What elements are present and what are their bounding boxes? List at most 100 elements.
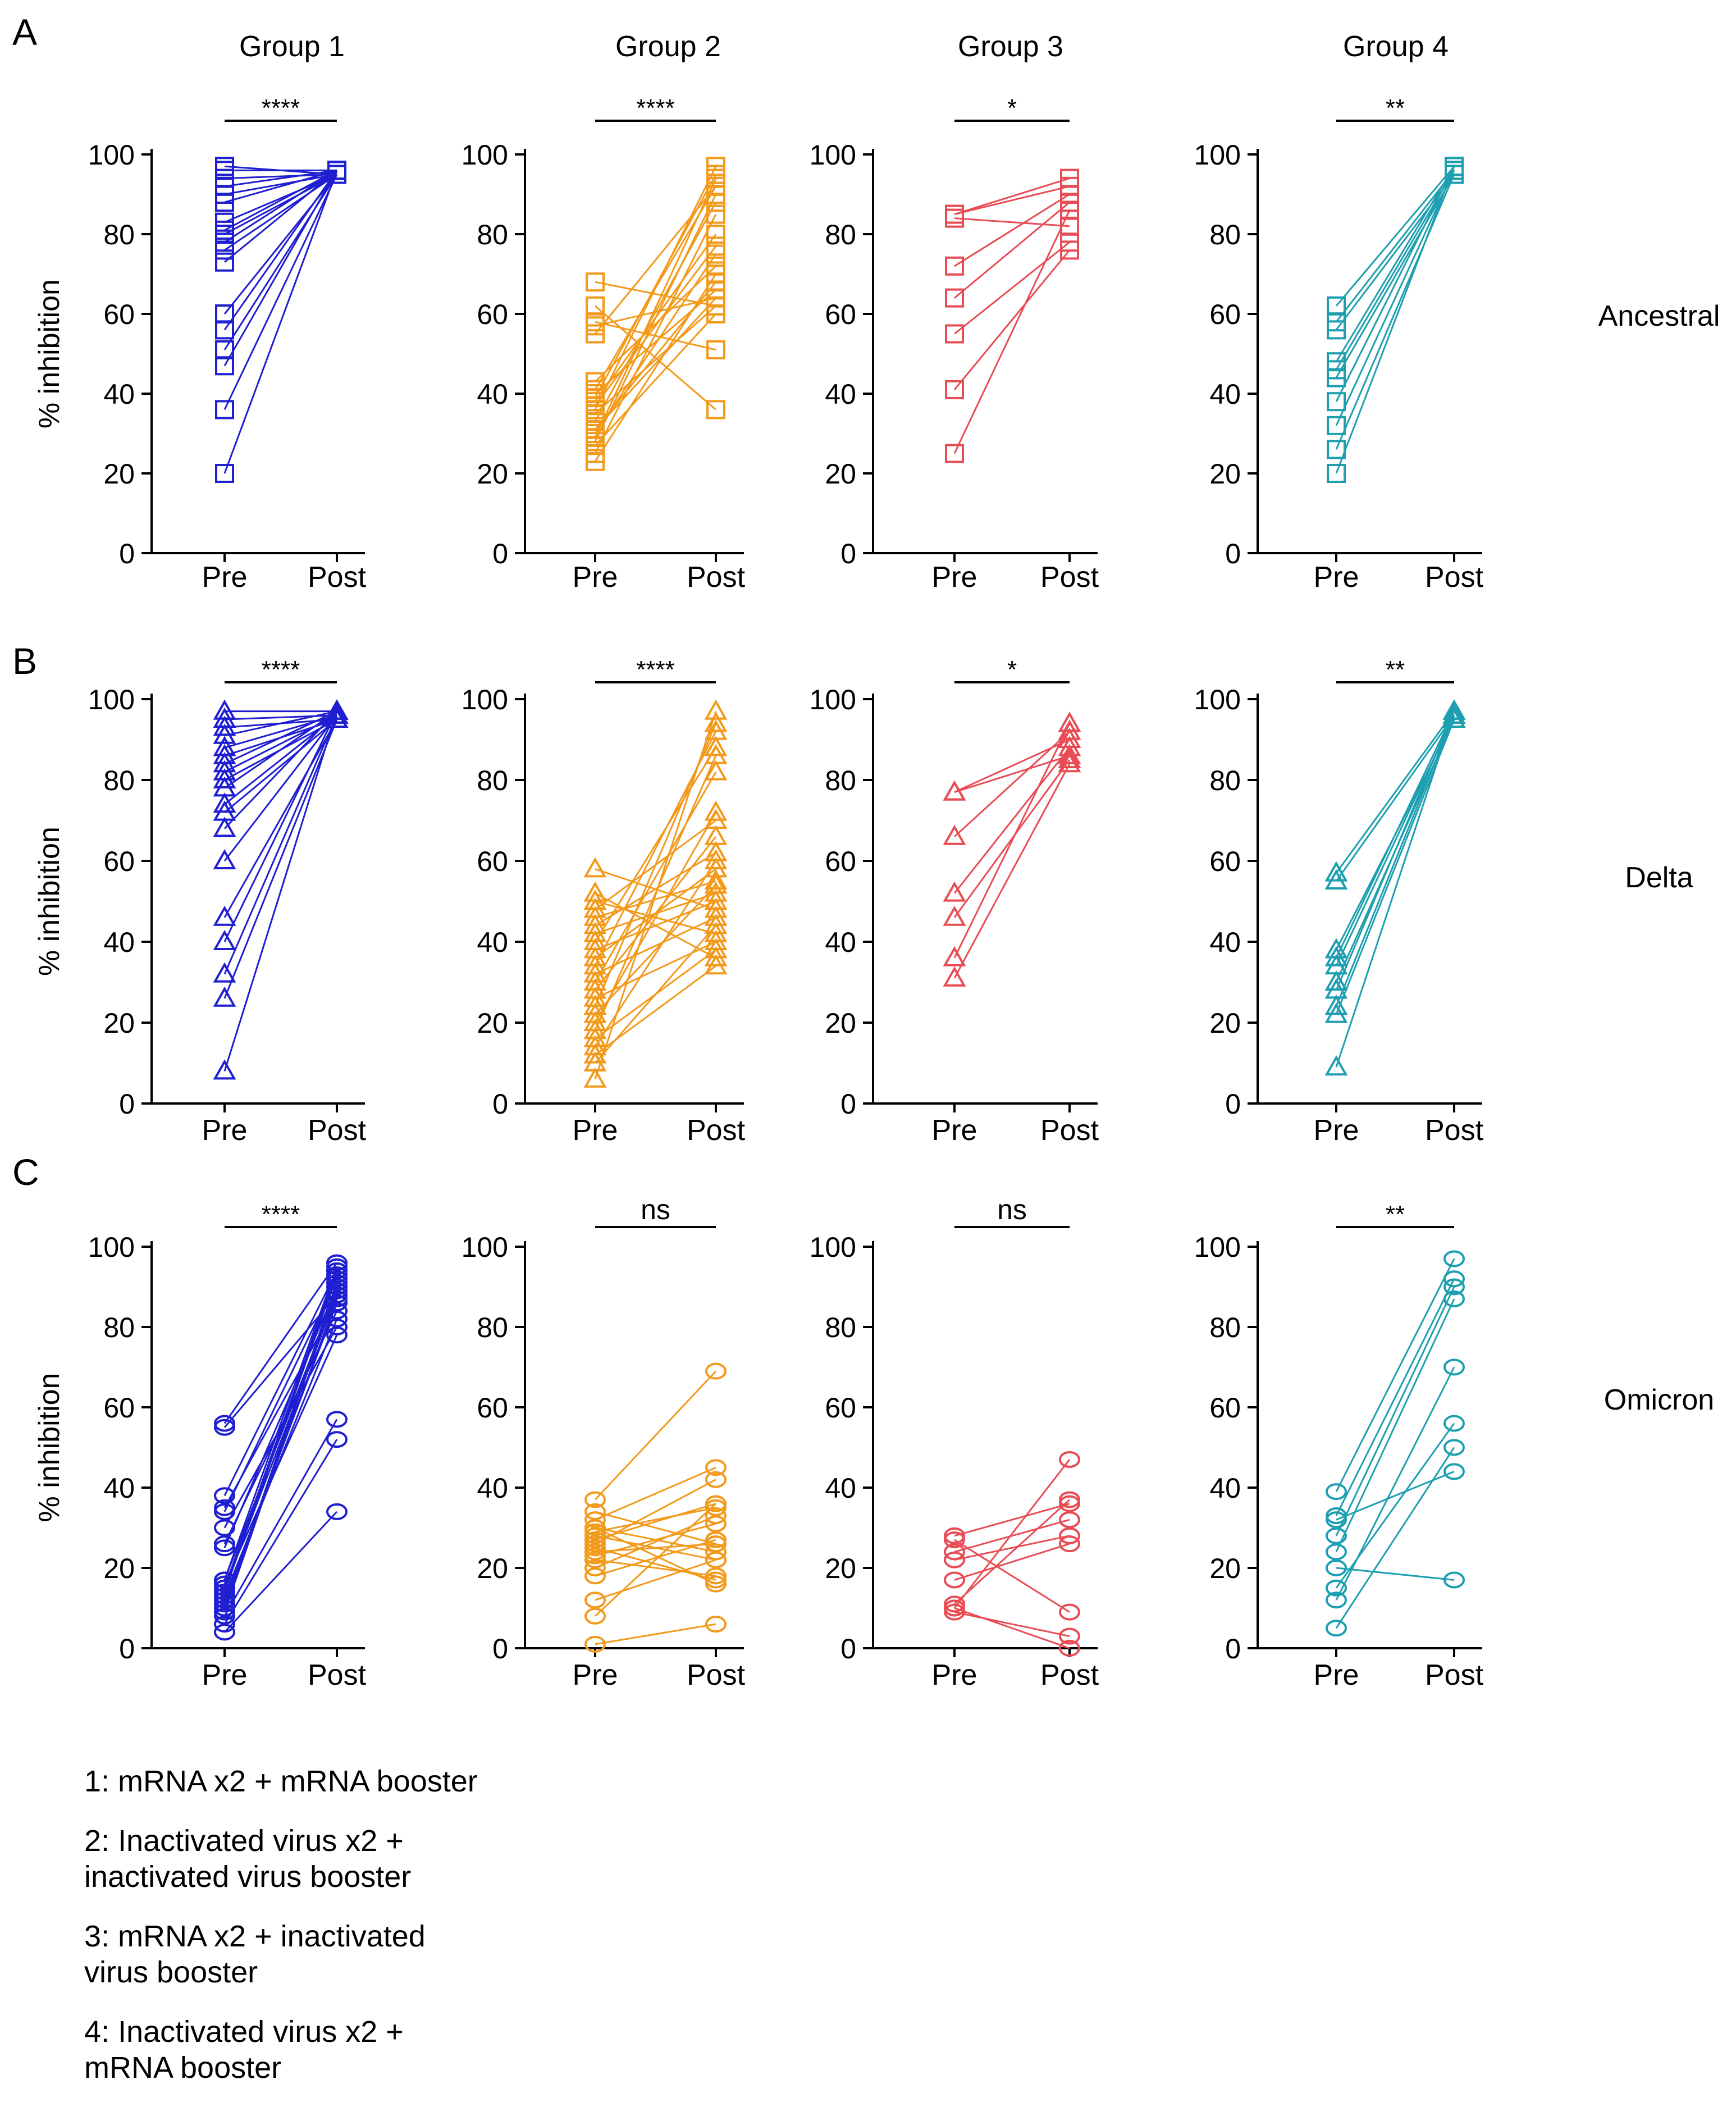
post-point bbox=[1445, 157, 1464, 176]
post-point bbox=[705, 1543, 727, 1561]
pair-line bbox=[223, 170, 338, 474]
y-tick-label: 100 bbox=[462, 684, 508, 715]
pre-point bbox=[945, 204, 964, 224]
pair-line bbox=[594, 723, 717, 1007]
pair-line bbox=[954, 185, 1070, 215]
pair-line bbox=[953, 731, 1071, 837]
pre-point bbox=[214, 1579, 235, 1597]
post-point bbox=[326, 1503, 348, 1520]
pair-line bbox=[594, 771, 717, 983]
pre-point bbox=[584, 1519, 606, 1536]
y-tick-label: 100 bbox=[462, 139, 508, 171]
post-point bbox=[326, 1254, 348, 1271]
pre-point bbox=[214, 1519, 235, 1536]
post-point bbox=[1442, 703, 1466, 724]
post-point bbox=[704, 938, 728, 959]
pre-point bbox=[214, 1575, 235, 1593]
group-title-3: Group 3 bbox=[958, 30, 1063, 63]
post-point bbox=[1443, 1278, 1465, 1296]
group-title-1: Group 1 bbox=[239, 30, 345, 63]
y-tick-label: 0 bbox=[1225, 538, 1241, 569]
pre-point bbox=[214, 1588, 235, 1605]
pre-point bbox=[1324, 946, 1348, 966]
y-tick-label: 40 bbox=[477, 379, 508, 410]
pair-line bbox=[224, 170, 337, 263]
pre-point bbox=[584, 1559, 606, 1576]
pair-line bbox=[224, 174, 337, 224]
post-point bbox=[1059, 1640, 1080, 1657]
x-tick-label: Post bbox=[308, 561, 367, 594]
pair-line bbox=[1335, 710, 1455, 959]
pre-point bbox=[1326, 1483, 1347, 1501]
panel-ancestral-group1: 0 20 40 60 80 100 Pre Post % inhibition **** bbox=[33, 94, 367, 594]
y-tick-label: 20 bbox=[1209, 1553, 1241, 1584]
y-tick-label: 0 bbox=[840, 1633, 856, 1665]
pair-line bbox=[223, 715, 338, 975]
y-tick-label: 80 bbox=[103, 219, 135, 250]
y-tick-label: 0 bbox=[119, 1633, 135, 1665]
pre-point bbox=[1327, 440, 1346, 459]
legend-item-group-4: 4: Inactivated virus x2 + mRNA booster bbox=[84, 2015, 404, 2085]
y-tick-label: 40 bbox=[103, 927, 135, 958]
pair-line bbox=[954, 1539, 1070, 1613]
pair-line bbox=[595, 289, 716, 395]
pre-point bbox=[584, 1511, 606, 1529]
post-point bbox=[706, 340, 725, 359]
post-point bbox=[1443, 1415, 1465, 1432]
pre-point bbox=[944, 1551, 965, 1568]
post-point bbox=[705, 1575, 727, 1593]
y-tick-label: 100 bbox=[88, 684, 135, 715]
pre-point bbox=[583, 1067, 607, 1088]
y-tick-label: 20 bbox=[103, 458, 135, 490]
pre-point bbox=[214, 1599, 235, 1617]
pair-line bbox=[954, 193, 1070, 267]
pair-line bbox=[1335, 710, 1455, 874]
y-tick-label: 0 bbox=[119, 1088, 135, 1120]
y-tick-label: 60 bbox=[477, 846, 508, 877]
pair-line bbox=[595, 852, 716, 927]
pair-line bbox=[954, 1518, 1070, 1553]
post-point bbox=[705, 1567, 727, 1585]
panel-omicron-group2: 0 20 40 60 80 100 Pre Post ns bbox=[462, 1194, 746, 1691]
pre-point bbox=[213, 768, 236, 788]
pair-line bbox=[224, 170, 337, 231]
y-tick-label: 100 bbox=[1194, 139, 1241, 171]
post-point bbox=[1443, 1571, 1465, 1589]
panel-label-b: B bbox=[12, 640, 37, 682]
pair-line bbox=[595, 1559, 716, 1577]
post-point bbox=[704, 824, 728, 845]
significance-label: **** bbox=[636, 94, 675, 122]
pre-point bbox=[943, 905, 966, 926]
pre-point bbox=[214, 1503, 235, 1520]
y-tick-label: 100 bbox=[88, 139, 135, 171]
panel-ancestral-group2: 0 20 40 60 80 100 Pre Post **** bbox=[462, 94, 746, 594]
y-tick-label: 40 bbox=[825, 1472, 856, 1504]
pre-point bbox=[584, 1592, 606, 1609]
pre-point bbox=[944, 1595, 965, 1613]
pair-line bbox=[595, 321, 716, 351]
post-point bbox=[704, 873, 728, 894]
post-point bbox=[1442, 699, 1466, 720]
pre-point bbox=[584, 1539, 606, 1557]
y-tick-label: 60 bbox=[825, 846, 856, 877]
y-tick-label: 60 bbox=[1209, 299, 1241, 330]
significance-label: * bbox=[1007, 94, 1017, 122]
pair-line bbox=[1335, 170, 1455, 371]
pair-line bbox=[1335, 715, 1455, 1007]
y-tick-label: 40 bbox=[825, 379, 856, 410]
pair-line bbox=[224, 710, 337, 789]
y-tick-label: 100 bbox=[1194, 684, 1241, 715]
y-tick-label: 100 bbox=[88, 1232, 135, 1263]
x-tick-label: Pre bbox=[1314, 1114, 1359, 1147]
pair-line bbox=[223, 1266, 338, 1580]
pair-line bbox=[223, 174, 338, 314]
x-tick-label: Post bbox=[1040, 1659, 1099, 1691]
pre-point bbox=[213, 723, 236, 744]
x-tick-label: Pre bbox=[202, 1114, 248, 1147]
pair-line bbox=[954, 1607, 1070, 1649]
panel-label-a: A bbox=[12, 11, 37, 53]
significance-label: * bbox=[1007, 656, 1017, 683]
pre-point bbox=[943, 824, 966, 845]
pre-point bbox=[943, 780, 966, 801]
